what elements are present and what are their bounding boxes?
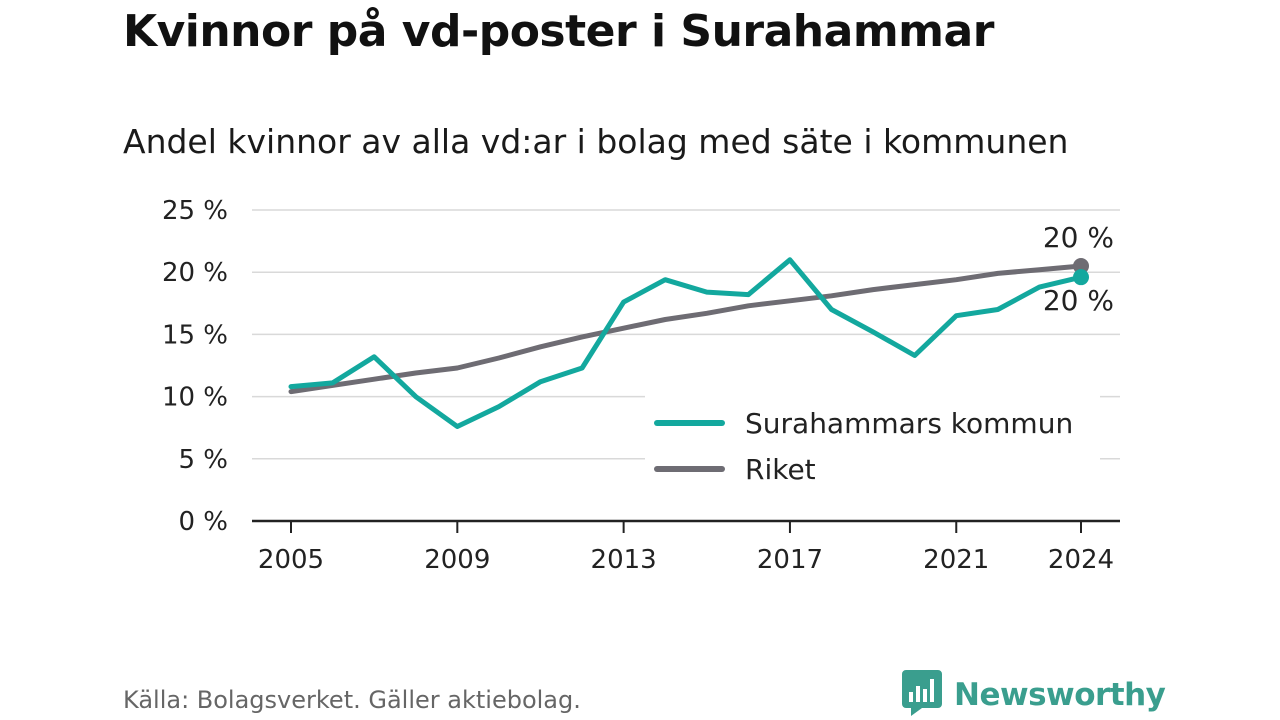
- brand-logo[interactable]: Newsworthy: [902, 670, 1166, 720]
- y-tick-label: 15 %: [162, 320, 228, 350]
- x-tick-label: 2009: [424, 545, 490, 575]
- legend: Surahammars kommun Riket: [645, 395, 1100, 495]
- y-tick-label: 0 %: [178, 507, 228, 537]
- brand-name: Newsworthy: [954, 677, 1166, 713]
- bar-chart-speech-bubble-icon: [902, 670, 942, 720]
- end-value-label: 20 %: [1043, 221, 1114, 254]
- end-point-marker: [1073, 269, 1089, 286]
- x-tick-label: 2005: [258, 545, 324, 575]
- chart-title: Kvinnor på vd-poster i Surahammar: [123, 6, 994, 57]
- series-line: [288, 257, 1084, 429]
- y-tick-label: 25 %: [162, 196, 228, 226]
- legend-label: Riket: [745, 453, 816, 486]
- x-tick-label: 2024: [1048, 545, 1114, 575]
- series-line: [288, 263, 1084, 395]
- end-value-labels: 20 % 20 %: [1043, 221, 1114, 317]
- legend-background: [645, 395, 1100, 495]
- y-tick-label: 10 %: [162, 383, 228, 413]
- y-tick-label: 5 %: [178, 445, 228, 475]
- x-tick-label: 2021: [923, 545, 989, 575]
- source-note: Källa: Bolagsverket. Gäller aktiebolag.: [123, 686, 581, 714]
- y-tick-label: 20 %: [162, 258, 228, 288]
- x-axis: 2005 2009 2013 2017 2021 2024: [252, 519, 1120, 575]
- chart-subtitle: Andel kvinnor av alla vd:ar i bolag med …: [123, 122, 1069, 161]
- end-value-label: 20 %: [1043, 284, 1114, 317]
- x-tick-label: 2017: [757, 545, 823, 575]
- series-lines: [288, 257, 1089, 429]
- y-axis-ticks: 0 % 5 % 10 % 15 % 20 % 25 %: [162, 196, 228, 537]
- x-tick-label: 2013: [591, 545, 657, 575]
- end-point-marker: [1073, 257, 1089, 274]
- legend-label: Surahammars kommun: [745, 407, 1073, 440]
